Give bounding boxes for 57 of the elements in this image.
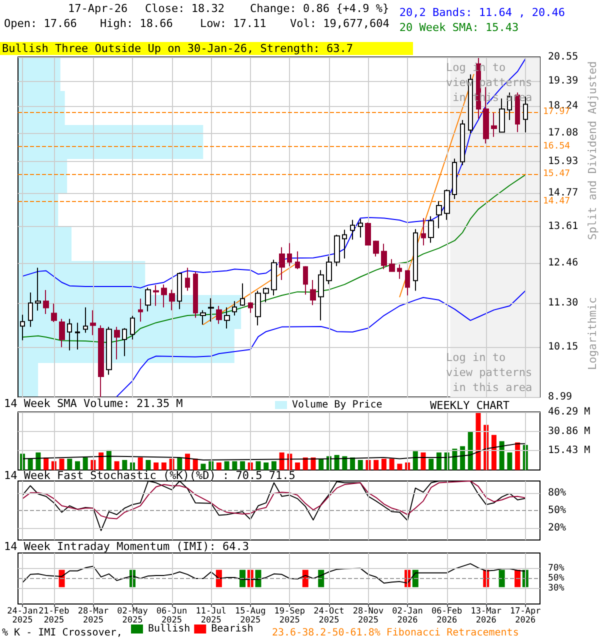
- x-tick-label: 24-Jan 2025: [7, 606, 38, 626]
- text: 23.6-38.2-50-61.8% Fibonacci Retracements: [272, 628, 519, 638]
- text: 20 Week SMA: 15.43: [399, 21, 519, 34]
- y-tick-label: 50%: [548, 505, 566, 516]
- y-tick-label: 13.61: [548, 220, 578, 232]
- x-tick-label: 02-Jan 2026: [392, 606, 423, 626]
- y-tick-label: 11.30: [548, 297, 578, 308]
- y-tick-label: 17.08: [548, 128, 578, 139]
- legend-label: Volume By Price: [292, 400, 382, 410]
- chart-title: Bullish Three Outside Up on 30-Jan-26, Strength: 63.7: [2, 42, 353, 55]
- text: Logarithmic: [586, 297, 599, 370]
- text: Close: 18.32: [145, 2, 224, 15]
- x-tick-label: 28-Mar 2025: [78, 606, 109, 626]
- text: 17-Apr-26: [68, 2, 128, 15]
- y-tick-label: 50%: [548, 574, 565, 584]
- text: Split and Dividend Adjusted: [586, 61, 599, 240]
- y-tick-label: 15.43 M: [548, 445, 590, 456]
- chart-title: 14 Week SMA Volume: 21.35 M: [4, 397, 184, 410]
- x-tick-label: 06-Feb 2026: [431, 606, 462, 626]
- y-tick-label: 12.46: [548, 257, 578, 268]
- x-tick-label: 24-Oct 2025: [314, 606, 344, 626]
- legend-title: % K - IMI Crossover,: [2, 628, 122, 638]
- y-tick-label: 20.55: [548, 52, 578, 62]
- text: Low: 17.11: [200, 17, 266, 30]
- y-tick-label: 30.86 M: [548, 426, 590, 437]
- x-tick-label: 13-Mar 2026: [470, 606, 502, 626]
- ref-line-label: 17.97: [543, 107, 570, 118]
- y-tick-label: 15.93: [548, 156, 578, 168]
- ref-line-label: 16.54: [543, 141, 570, 152]
- y-tick-label: 19.39: [548, 75, 578, 86]
- legend-label: Bullish: [148, 624, 190, 634]
- y-tick-label: 8.99: [548, 392, 572, 402]
- y-tick-label: 14.77: [548, 187, 578, 198]
- ref-line-label: 14.47: [543, 196, 570, 206]
- ref-line-label: 15.47: [543, 168, 570, 179]
- x-tick-label: 28-Nov 2025: [352, 606, 384, 626]
- text: Change: 0.86 {+4.9 %}: [250, 2, 390, 15]
- text: Open: 17.66: [4, 17, 77, 30]
- y-tick-label: 70%: [548, 563, 565, 574]
- x-tick-label: 21-Feb 2025: [38, 606, 70, 626]
- y-tick-label: 80%: [548, 487, 566, 498]
- annotation: Log in to view patterns in this area: [446, 351, 532, 394]
- chart-title: 14 Week Fast Stochastic (%K)(%D) : 70.5 71.5: [4, 469, 296, 482]
- y-tick-label: 20%: [548, 522, 566, 534]
- text: High: 18.66: [100, 17, 173, 30]
- text: Vol: 19,677,604: [290, 17, 390, 30]
- x-tick-label: 11-Jul 2025: [196, 606, 226, 626]
- y-tick-label: 46.29 M: [548, 406, 590, 418]
- x-tick-label: 02-May 2025: [117, 606, 148, 626]
- chart-title: 14 Week Intraday Momentum (IMI): 64.3: [4, 540, 250, 553]
- y-tick-label: 10.15: [548, 342, 578, 353]
- x-tick-label: 17-Apr 2026: [510, 606, 541, 626]
- y-tick-label: 30%: [548, 584, 565, 594]
- text: WEEKLY CHART: [430, 399, 510, 412]
- legend-label: Bearish: [211, 624, 254, 634]
- text: 20,2 Bands: 11.64 , 20.46: [399, 6, 566, 19]
- x-tick-label: 19-Sep 2025: [274, 606, 306, 626]
